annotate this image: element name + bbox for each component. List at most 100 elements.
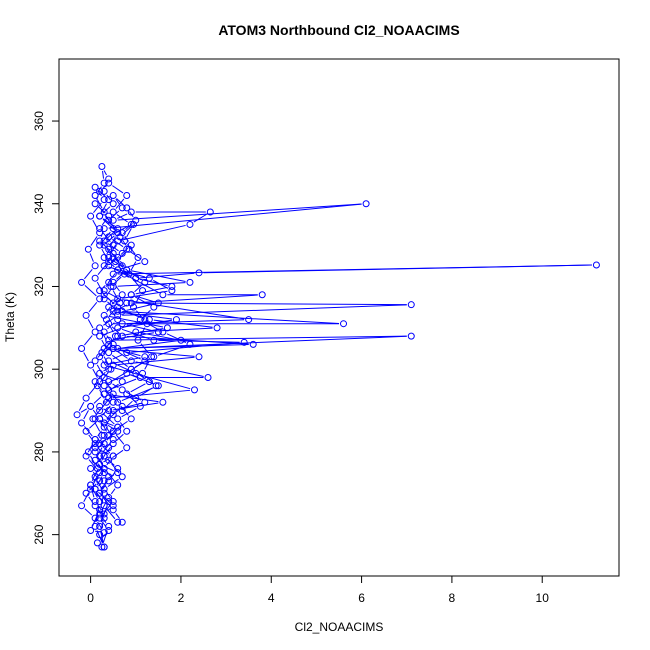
data-point: [118, 378, 126, 386]
data-point: [134, 254, 142, 262]
series-line-segment: [139, 327, 146, 337]
series-line-segment: [140, 272, 195, 279]
data-point: [96, 295, 104, 303]
data-point: [96, 324, 104, 332]
data-point: [109, 407, 117, 415]
data-point: [123, 444, 131, 452]
data-point: [78, 502, 86, 510]
data-point: [91, 328, 99, 336]
series-line-segment: [113, 335, 407, 341]
data-point: [105, 349, 113, 357]
data-point: [105, 477, 113, 485]
series-line-segment: [135, 294, 141, 304]
series-line-segment: [101, 484, 107, 490]
series-line-segment: [107, 409, 120, 421]
data-point: [116, 299, 124, 307]
data-point: [100, 208, 108, 216]
data-point: [123, 299, 131, 307]
series-line-segment: [116, 214, 128, 223]
data-point: [152, 382, 160, 390]
data-point: [100, 390, 108, 398]
data-point: [96, 353, 104, 361]
data-point: [249, 340, 257, 348]
series-line-segment: [102, 170, 105, 179]
data-point: [145, 274, 153, 282]
data-point: [100, 382, 108, 390]
series-line-segment: [98, 441, 106, 446]
series-line-segment: [106, 446, 111, 453]
series-line-segment: [116, 272, 124, 280]
data-point: [91, 436, 99, 444]
series-line-segment: [115, 434, 125, 445]
data-point: [154, 382, 162, 390]
data-point: [111, 332, 119, 340]
series-line-segment: [108, 306, 118, 317]
data-point: [114, 324, 122, 332]
series-line-segment: [130, 383, 146, 393]
data-point: [96, 237, 104, 245]
data-point: [96, 225, 104, 233]
data-point: [109, 398, 117, 406]
data-point: [105, 473, 113, 481]
series-line-segment: [122, 240, 127, 246]
series-line-segment: [102, 397, 111, 408]
series-line-segment: [112, 354, 123, 360]
series-line-segment: [89, 253, 94, 262]
series-line-segment: [117, 282, 186, 287]
series-line-segment: [97, 347, 107, 358]
data-point: [150, 303, 158, 311]
data-point: [118, 229, 126, 237]
series-line-segment: [140, 332, 177, 340]
series-line-segment: [115, 513, 120, 519]
data-point: [114, 266, 122, 274]
data-point: [118, 402, 126, 410]
data-point: [96, 522, 104, 530]
data-point: [120, 270, 128, 278]
series-line-segment: [122, 340, 177, 349]
data-point: [105, 407, 113, 415]
series-line-segment: [93, 396, 102, 404]
series-line-segment: [80, 408, 88, 413]
data-point: [139, 369, 147, 377]
data-point: [100, 543, 108, 551]
series-line-segment: [88, 302, 98, 313]
data-point: [91, 522, 99, 530]
data-point: [100, 489, 108, 497]
data-point: [114, 303, 122, 311]
data-point: [100, 291, 108, 299]
data-point: [89, 415, 97, 423]
data-point: [109, 440, 117, 448]
data-point: [82, 452, 90, 460]
series-line-segment: [113, 276, 122, 284]
data-point: [143, 320, 151, 328]
series-line-segment: [119, 422, 125, 428]
data-point: [136, 373, 144, 381]
series-line-segment: [121, 271, 132, 277]
series-line-segment: [103, 457, 110, 463]
data-point: [96, 229, 104, 237]
data-point: [109, 411, 117, 419]
data-point: [105, 498, 113, 506]
data-point: [109, 191, 117, 199]
data-point: [91, 262, 99, 270]
data-point: [132, 369, 140, 377]
data-point: [109, 200, 117, 208]
data-point: [114, 518, 122, 526]
series-line-segment: [84, 335, 93, 346]
series-line-segment: [143, 321, 160, 331]
data-point: [87, 527, 95, 535]
series-line-segment: [106, 335, 111, 342]
y-tick-label: 320: [32, 276, 46, 296]
series-line-segment: [83, 410, 89, 420]
series-line-segment: [121, 408, 137, 418]
series-line-segment: [96, 492, 103, 502]
data-point: [114, 332, 122, 340]
data-point: [107, 282, 115, 290]
series-line-segment: [96, 447, 103, 457]
data-point: [98, 349, 106, 357]
series-line-segment: [105, 389, 112, 399]
data-point: [98, 163, 106, 171]
data-point: [100, 510, 108, 518]
series-line-segment: [101, 360, 107, 366]
